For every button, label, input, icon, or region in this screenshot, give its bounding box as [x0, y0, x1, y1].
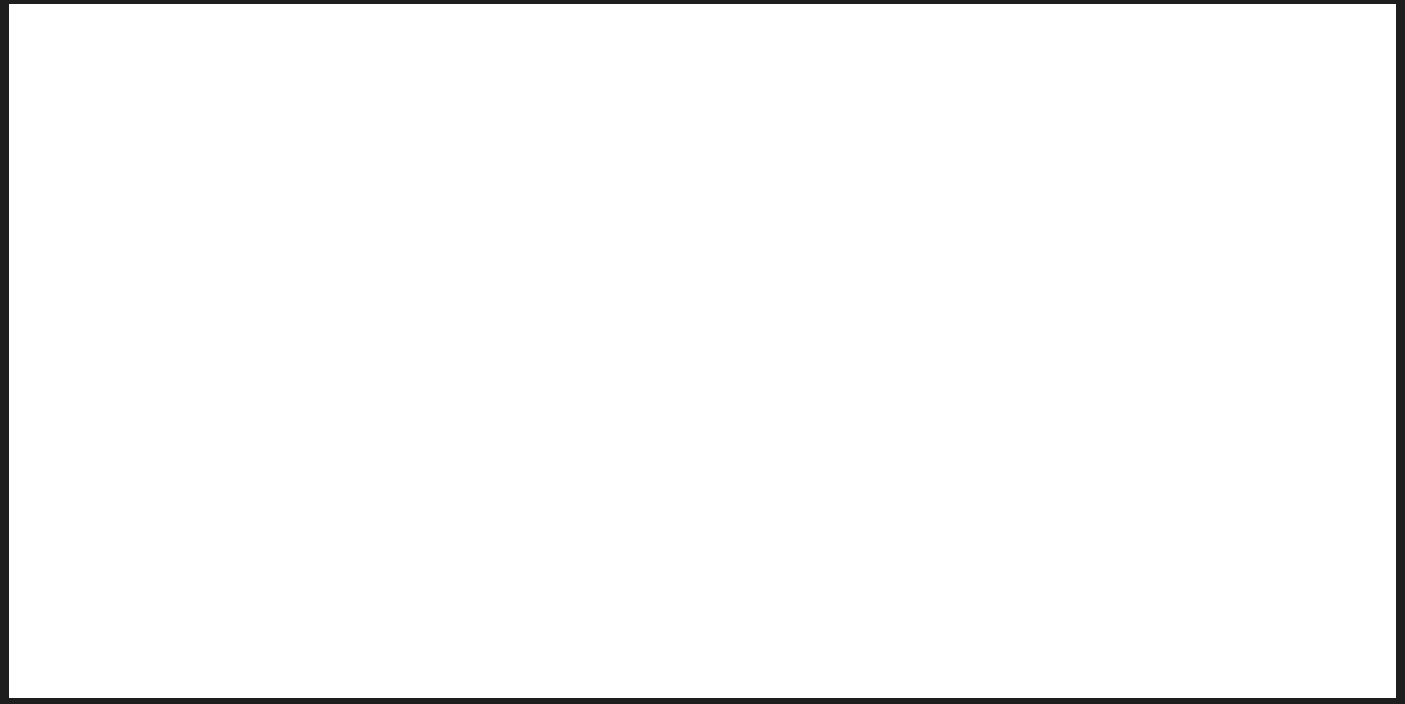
word-cloud	[9, 4, 1396, 698]
